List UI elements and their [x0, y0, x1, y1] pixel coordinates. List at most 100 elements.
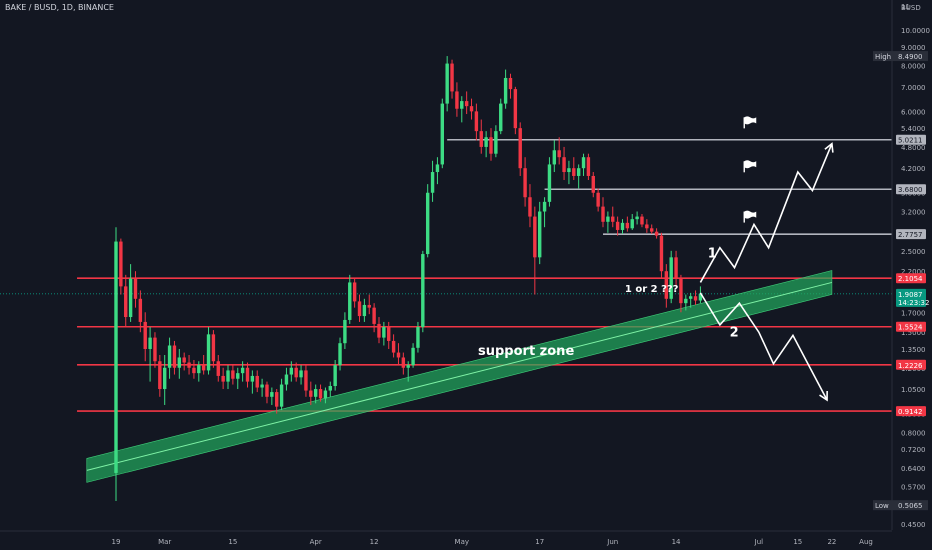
candle [615, 216, 620, 236]
candle [138, 290, 143, 333]
candle-body [245, 367, 250, 382]
candle-body [284, 374, 289, 385]
candle [688, 292, 693, 308]
candle-body [138, 298, 143, 322]
level-badge-box [896, 273, 926, 284]
candle-body [167, 345, 172, 368]
y-tick-label: 10.0000 [901, 27, 930, 35]
level-badge-text: 3.6800 [898, 186, 923, 194]
candle-body [547, 164, 552, 202]
candle-body [562, 157, 566, 173]
candle-body [119, 241, 123, 287]
candle-body [557, 150, 561, 158]
level-badge-text: 1.5524 [898, 324, 923, 332]
scenario-2-path [699, 292, 828, 401]
candle-body [411, 347, 415, 366]
currency-label: BUSD [901, 4, 921, 12]
candle [323, 387, 328, 404]
candle [503, 69, 508, 109]
candle [499, 98, 503, 135]
candle [192, 359, 196, 379]
candle-body [533, 216, 537, 258]
candle [187, 355, 191, 375]
candle [284, 367, 289, 391]
candle-body [576, 168, 581, 176]
candle [494, 125, 498, 158]
flag-cloth [744, 210, 757, 219]
candle [640, 214, 644, 228]
price-badges: 5.0211 3.6800 2.7757 2.1054 1.5524 1.2226 0.91… [873, 51, 929, 511]
candle-body [591, 175, 595, 193]
candle [255, 370, 259, 393]
y-tick-label: 4.2000 [901, 165, 926, 173]
x-tick-label: Apr [310, 538, 322, 546]
level-badge: 0.9142 [896, 406, 926, 417]
candle [435, 157, 440, 185]
candle-body [416, 326, 420, 348]
candle-body [382, 326, 386, 338]
candle [484, 131, 488, 158]
candle [377, 317, 381, 344]
candle [489, 128, 493, 161]
y-tick-label: 2.2000 [901, 268, 926, 276]
candle [352, 278, 357, 308]
high-marker-value: 8.4900 [898, 53, 923, 61]
candle-body [318, 389, 323, 399]
x-tick-label: 15 [793, 538, 802, 546]
candle [158, 355, 162, 397]
candle-body [323, 390, 328, 399]
candle-body [601, 206, 605, 222]
candle [289, 361, 294, 382]
flag-cloth [744, 116, 757, 125]
support-zone-midline [86, 281, 833, 471]
y-tick-label: 1.0500 [901, 386, 926, 394]
candle-body [221, 375, 225, 382]
candle-body [255, 375, 259, 388]
candle [206, 326, 211, 375]
candle [581, 153, 586, 176]
candle [294, 362, 298, 382]
candle [508, 73, 513, 99]
candle-body [464, 101, 469, 107]
candle-body [572, 168, 576, 176]
y-tick-label: 5.4000 [901, 125, 926, 133]
candle [425, 184, 430, 258]
candle [674, 250, 678, 287]
candle [562, 146, 566, 180]
y-tick-label: 8.0000 [901, 63, 926, 71]
candle-body [425, 192, 430, 255]
level-badge-box [896, 406, 926, 417]
candle [124, 274, 128, 327]
candle [542, 197, 547, 228]
level-badge: 2.1054 [896, 273, 926, 284]
candle-body [489, 137, 493, 154]
y-tick-label: 0.6400 [901, 465, 926, 473]
candle-body [182, 357, 186, 363]
candle-body [362, 304, 367, 317]
candle [309, 381, 313, 405]
candle [523, 157, 527, 207]
level-badge: 3.6800 [896, 184, 926, 195]
x-tick-label: Jun [606, 538, 618, 546]
candle [236, 367, 240, 390]
candle [411, 343, 415, 368]
level-badge-text: 2.7757 [898, 231, 923, 239]
candle-body [503, 77, 508, 104]
candle-body [523, 168, 527, 198]
candle-body [401, 357, 406, 368]
candle [533, 206, 537, 295]
candle [197, 361, 201, 382]
candle-body [250, 375, 255, 382]
last-price-badge-text: 1.9087 [898, 291, 923, 299]
candle-body [406, 365, 410, 368]
candle [611, 206, 615, 228]
candle-body [294, 367, 298, 378]
candle [406, 361, 410, 382]
candle-body [664, 271, 669, 299]
candle [182, 352, 186, 371]
candle-body [367, 304, 371, 308]
symbol-title: BAKE / BUSD, 1D, BINANCE [5, 3, 114, 12]
candle [382, 321, 386, 346]
level-badge: 5.0211 [896, 134, 926, 145]
